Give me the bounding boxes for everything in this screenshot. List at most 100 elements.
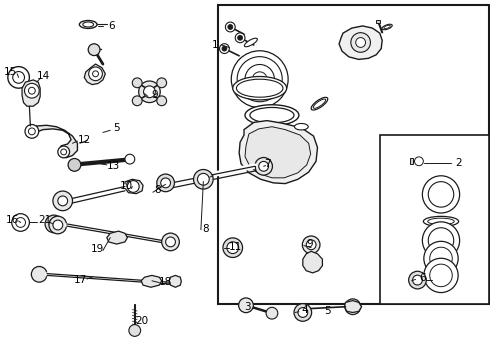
Bar — [410, 158, 413, 164]
Circle shape — [424, 258, 458, 293]
Circle shape — [49, 216, 67, 234]
Text: 20: 20 — [136, 316, 148, 326]
Circle shape — [88, 44, 100, 55]
Circle shape — [28, 87, 35, 94]
Circle shape — [430, 264, 452, 287]
Text: 11: 11 — [228, 242, 242, 252]
Circle shape — [349, 303, 357, 311]
Circle shape — [157, 174, 174, 192]
Text: 6: 6 — [108, 21, 115, 31]
Ellipse shape — [250, 107, 294, 123]
Text: 1: 1 — [212, 40, 219, 50]
Circle shape — [424, 241, 458, 276]
Circle shape — [166, 237, 175, 247]
Circle shape — [345, 299, 361, 315]
Circle shape — [144, 86, 155, 98]
Circle shape — [245, 64, 274, 94]
Circle shape — [93, 71, 98, 77]
Circle shape — [162, 233, 179, 251]
Circle shape — [428, 182, 454, 207]
Text: 9: 9 — [306, 239, 313, 249]
Ellipse shape — [83, 22, 94, 27]
Circle shape — [255, 158, 272, 175]
Circle shape — [139, 81, 160, 103]
Ellipse shape — [311, 97, 328, 110]
Circle shape — [351, 33, 370, 52]
Circle shape — [227, 242, 239, 253]
Circle shape — [237, 57, 282, 102]
Text: 12: 12 — [77, 135, 91, 145]
Circle shape — [13, 72, 24, 83]
Circle shape — [61, 149, 67, 155]
Text: 17: 17 — [74, 275, 88, 285]
Text: 6: 6 — [419, 273, 426, 283]
Circle shape — [58, 196, 68, 206]
Text: 2: 2 — [455, 158, 462, 168]
Ellipse shape — [294, 123, 308, 130]
Circle shape — [415, 157, 423, 166]
Circle shape — [157, 96, 167, 106]
Circle shape — [127, 181, 139, 192]
Text: 8: 8 — [154, 185, 161, 195]
Circle shape — [252, 72, 267, 86]
Circle shape — [231, 51, 288, 108]
Circle shape — [409, 271, 426, 289]
Circle shape — [298, 307, 308, 318]
Text: 13: 13 — [107, 161, 121, 171]
Circle shape — [16, 217, 25, 228]
Bar — [380, 135, 489, 304]
Ellipse shape — [79, 21, 97, 28]
Ellipse shape — [245, 105, 299, 126]
Circle shape — [428, 228, 454, 253]
Circle shape — [239, 298, 253, 312]
Circle shape — [413, 275, 422, 285]
Circle shape — [356, 37, 366, 48]
Text: 19: 19 — [90, 244, 104, 254]
Circle shape — [194, 170, 213, 189]
Ellipse shape — [428, 218, 454, 225]
Polygon shape — [239, 121, 318, 184]
Circle shape — [129, 325, 141, 336]
Circle shape — [132, 78, 142, 88]
Ellipse shape — [237, 79, 283, 97]
Circle shape — [24, 84, 39, 98]
Circle shape — [12, 213, 29, 231]
Circle shape — [430, 247, 452, 270]
Polygon shape — [303, 251, 322, 273]
Polygon shape — [141, 275, 162, 287]
Circle shape — [235, 33, 245, 43]
Circle shape — [89, 67, 102, 81]
Circle shape — [8, 67, 29, 88]
Text: 15: 15 — [4, 67, 18, 77]
Circle shape — [294, 304, 312, 321]
Circle shape — [49, 219, 59, 229]
Text: 5: 5 — [324, 306, 331, 316]
Circle shape — [25, 125, 39, 138]
Text: 9: 9 — [151, 90, 158, 100]
Ellipse shape — [382, 24, 392, 30]
Circle shape — [197, 174, 209, 185]
Circle shape — [306, 240, 316, 250]
Polygon shape — [125, 179, 143, 194]
Circle shape — [161, 178, 171, 188]
Polygon shape — [344, 301, 362, 312]
Circle shape — [157, 78, 167, 88]
Text: 3: 3 — [244, 302, 251, 312]
Polygon shape — [245, 127, 311, 178]
Circle shape — [422, 222, 460, 259]
Circle shape — [132, 96, 142, 106]
Circle shape — [223, 238, 243, 257]
Ellipse shape — [384, 25, 391, 29]
Text: 14: 14 — [36, 71, 50, 81]
Polygon shape — [84, 64, 105, 85]
Circle shape — [125, 154, 135, 164]
Text: 18: 18 — [159, 276, 172, 287]
Polygon shape — [22, 80, 40, 106]
Circle shape — [238, 35, 243, 40]
Circle shape — [220, 44, 229, 54]
Circle shape — [68, 158, 81, 171]
Circle shape — [53, 191, 73, 211]
Ellipse shape — [423, 216, 459, 226]
Circle shape — [259, 161, 269, 171]
Circle shape — [45, 215, 63, 233]
